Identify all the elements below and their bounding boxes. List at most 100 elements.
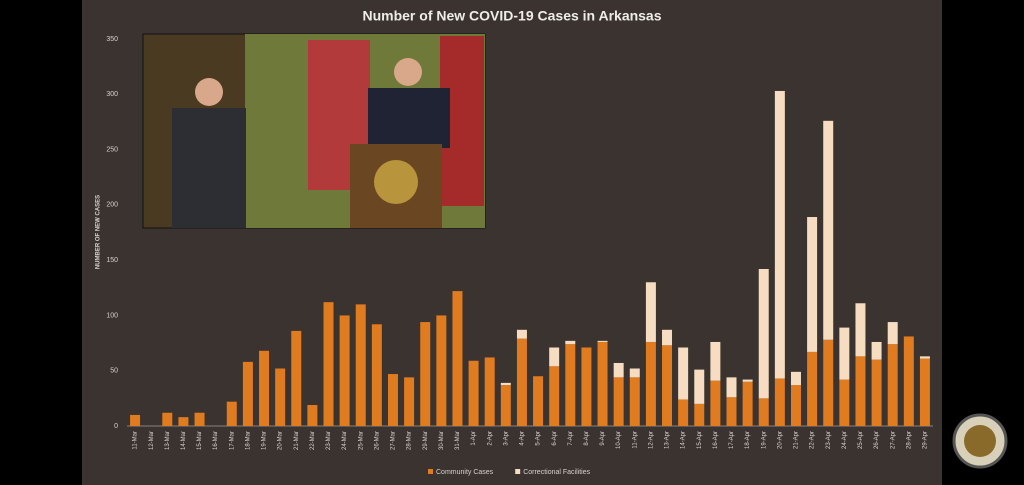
bar-segment	[549, 366, 560, 426]
legend-swatch	[515, 469, 521, 474]
y-tick-label: 300	[106, 91, 118, 98]
legend-label: Correctional Facilities	[523, 469, 590, 476]
bar-segment	[371, 324, 382, 426]
y-tick-label: 350	[106, 36, 118, 43]
bar-segment	[839, 379, 850, 426]
bar-segment	[903, 336, 914, 426]
bar-segment	[887, 344, 898, 426]
bar-segment	[500, 385, 511, 426]
x-tick-label: 13-Apr	[665, 431, 671, 449]
bar-segment	[130, 414, 141, 426]
bar-segment	[226, 401, 237, 426]
x-tick-label: 21-Apr	[794, 431, 800, 449]
bar-segment	[516, 329, 527, 339]
bar-segment	[726, 377, 737, 398]
bar-segment	[774, 90, 785, 379]
x-tick-label: 12-Mar	[149, 431, 155, 450]
bar-segment	[855, 356, 866, 426]
bar-segment	[678, 347, 689, 400]
bar-segment	[178, 417, 189, 426]
bar-segment	[823, 339, 834, 426]
x-tick-label: 23-Apr	[826, 431, 832, 449]
head	[394, 58, 422, 86]
bar-segment	[194, 412, 205, 426]
bar-segment	[355, 304, 366, 426]
bar-segment	[758, 398, 769, 426]
x-tick-label: 8-Apr	[584, 431, 590, 446]
bar-segment	[871, 341, 882, 360]
y-tick-label: 50	[110, 368, 118, 375]
bar-segment	[516, 338, 527, 426]
bar-segment	[565, 344, 576, 426]
bar-segment	[871, 359, 882, 426]
x-tick-label: 11-Apr	[632, 431, 638, 449]
bar-segment	[919, 356, 930, 359]
bar-segment	[500, 382, 511, 386]
head	[195, 78, 223, 106]
x-tick-label: 5-Apr	[536, 431, 542, 446]
bar-segment	[242, 361, 253, 426]
x-tick-label: 4-Apr	[520, 431, 526, 446]
y-tick-label: 100	[106, 312, 118, 319]
seal	[374, 160, 418, 204]
x-tick-label: 25-Apr	[858, 431, 864, 449]
x-tick-label: 16-Mar	[213, 431, 219, 450]
x-tick-label: 2-Apr	[487, 431, 493, 446]
x-tick-label: 15-Mar	[197, 431, 203, 450]
bar-segment	[259, 350, 270, 426]
x-tick-label: 3-Apr	[503, 431, 509, 446]
x-tick-label: 22-Apr	[810, 431, 816, 449]
bar-segment	[694, 369, 705, 404]
x-tick-label: 11-Mar	[133, 431, 139, 450]
bar-segment	[613, 362, 624, 378]
x-tick-label: 23-Mar	[326, 431, 332, 450]
bar-segment	[436, 315, 447, 426]
x-tick-label: 17-Apr	[729, 431, 735, 449]
x-tick-label: 29-Apr	[923, 431, 929, 449]
state-seal-center	[964, 425, 996, 457]
bar-segment	[565, 340, 576, 345]
bar-segment	[919, 358, 930, 426]
x-tick-label: 27-Mar	[391, 431, 397, 450]
x-tick-label: 12-Apr	[648, 431, 654, 449]
bar-segment	[855, 303, 866, 357]
bar-segment	[678, 399, 689, 426]
x-tick-label: 26-Apr	[874, 431, 880, 449]
bar-segment	[581, 347, 592, 426]
bar-segment	[807, 351, 818, 426]
x-tick-label: 31-Mar	[455, 431, 461, 450]
x-tick-label: 1-Apr	[471, 431, 477, 446]
bar-segment	[629, 368, 640, 378]
person	[172, 108, 246, 228]
y-tick-label: 200	[106, 202, 118, 209]
bar-segment	[662, 329, 673, 346]
bar-segment	[468, 360, 479, 426]
x-tick-label: 9-Apr	[600, 431, 606, 446]
bar-segment	[629, 377, 640, 426]
bar-segment	[807, 217, 818, 352]
x-tick-label: 7-Apr	[568, 431, 574, 446]
x-tick-label: 30-Mar	[439, 431, 445, 450]
bar-segment	[742, 379, 753, 382]
x-tick-label: 24-Mar	[342, 431, 348, 450]
x-tick-label: 28-Mar	[407, 431, 413, 450]
y-axis-label: NUMBER OF NEW CASES	[96, 195, 102, 269]
bar-segment	[758, 268, 769, 399]
x-tick-label: 24-Apr	[842, 431, 848, 449]
bar-segment	[887, 322, 898, 345]
bar-segment	[710, 380, 721, 426]
x-tick-label: 14-Apr	[681, 431, 687, 449]
video-inset	[142, 33, 486, 229]
x-tick-label: 20-Apr	[777, 431, 783, 449]
x-tick-label: 17-Mar	[229, 431, 235, 450]
chart-title: Number of New COVID-19 Cases in Arkansas	[362, 8, 661, 24]
legend-label: Community Cases	[436, 469, 494, 476]
bar-segment	[533, 376, 544, 426]
bar-segment	[790, 385, 801, 426]
x-tick-label: 26-Mar	[374, 431, 380, 450]
x-tick-label: 29-Mar	[423, 431, 429, 450]
bar-segment	[613, 377, 624, 426]
bar-segment	[275, 368, 286, 426]
x-tick-label: 25-Mar	[358, 431, 364, 450]
